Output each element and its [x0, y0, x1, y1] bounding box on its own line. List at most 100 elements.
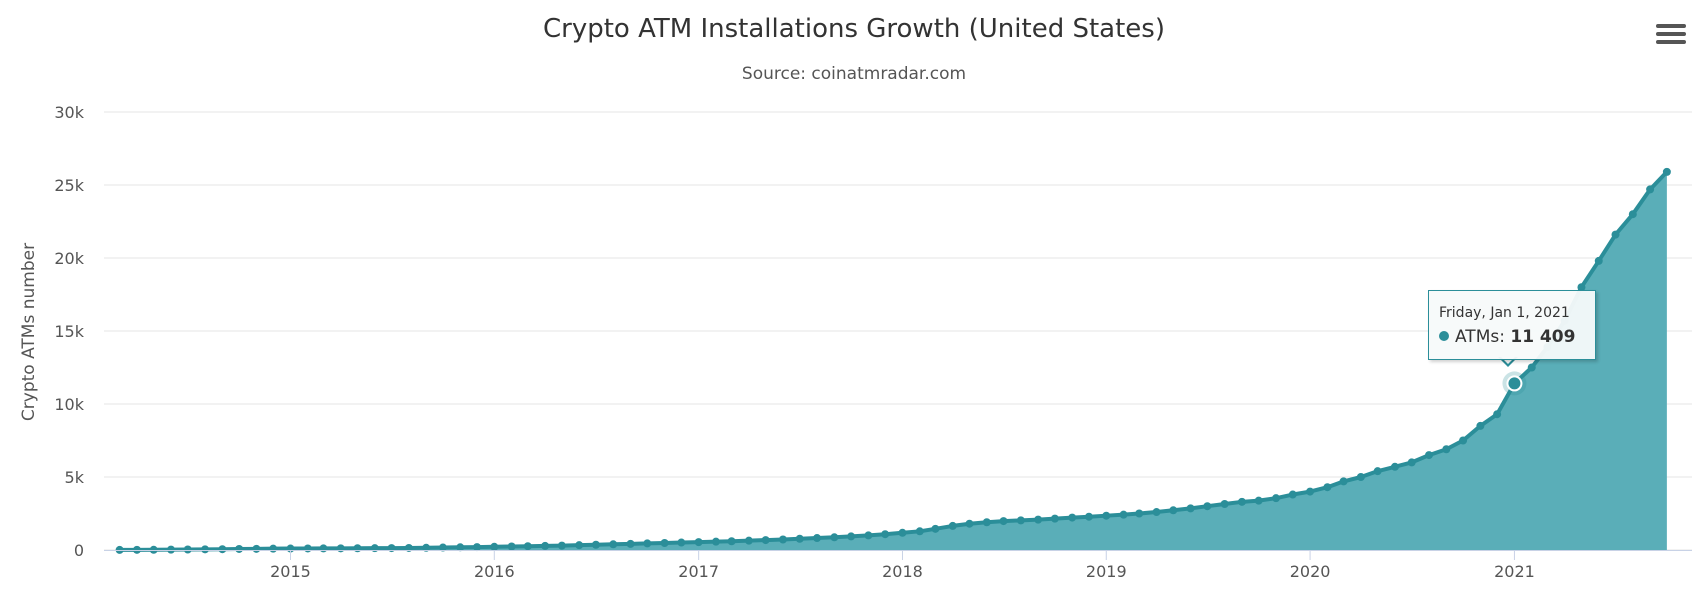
data-point[interactable] [1425, 451, 1434, 460]
data-point[interactable] [1016, 516, 1025, 525]
data-point[interactable] [456, 543, 465, 552]
data-point[interactable] [999, 517, 1008, 526]
data-point[interactable] [218, 545, 227, 554]
data-point[interactable] [201, 545, 210, 554]
data-point[interactable] [507, 542, 516, 551]
data-point[interactable] [115, 545, 124, 554]
x-tick-label: 2017 [678, 562, 719, 581]
data-point[interactable] [1646, 185, 1655, 194]
data-point[interactable] [557, 541, 566, 550]
data-point[interactable] [1594, 256, 1603, 265]
data-point[interactable] [353, 544, 362, 553]
data-point[interactable] [1442, 445, 1451, 454]
tooltip-series-dot [1439, 331, 1449, 341]
data-point[interactable] [898, 528, 907, 537]
data-point[interactable] [1034, 515, 1043, 524]
data-point[interactable] [404, 543, 413, 552]
data-point[interactable] [1407, 458, 1416, 467]
data-point[interactable] [609, 540, 618, 549]
data-point[interactable] [591, 540, 600, 549]
data-point[interactable] [523, 542, 532, 551]
data-point[interactable] [948, 521, 957, 530]
y-tick-label: 15k [54, 322, 84, 341]
data-point[interactable] [761, 536, 770, 545]
data-point[interactable] [626, 539, 635, 548]
data-point[interactable] [1611, 230, 1620, 239]
data-point[interactable] [1068, 513, 1077, 522]
data-point[interactable] [336, 544, 345, 553]
data-point[interactable] [438, 543, 447, 552]
data-point[interactable] [269, 544, 278, 553]
tooltip-value: 11 409 [1510, 327, 1576, 347]
area-layer [119, 170, 1669, 552]
data-point[interactable] [149, 545, 158, 554]
data-point[interactable] [881, 530, 890, 539]
data-point[interactable] [1102, 511, 1111, 520]
data-point[interactable] [982, 518, 991, 527]
data-point[interactable] [1272, 494, 1281, 503]
data-point[interactable] [319, 544, 328, 553]
data-point[interactable] [1237, 497, 1246, 506]
data-point[interactable] [1119, 510, 1128, 519]
data-point[interactable] [132, 545, 141, 554]
data-point[interactable] [1356, 473, 1365, 481]
tooltip-date: Friday, Jan 1, 2021 [1439, 305, 1570, 321]
data-point[interactable] [1476, 421, 1485, 430]
data-point[interactable] [813, 534, 822, 543]
y-tick-label: 30k [54, 103, 84, 122]
data-point[interactable] [472, 543, 481, 552]
data-point[interactable] [1493, 410, 1502, 419]
x-tick-label: 2019 [1086, 562, 1127, 581]
data-point[interactable] [1203, 502, 1212, 511]
data-point[interactable] [541, 541, 550, 550]
data-point[interactable] [795, 534, 804, 543]
data-point[interactable] [864, 531, 873, 540]
data-point[interactable] [727, 537, 736, 546]
highlighted-data-point[interactable] [1506, 375, 1523, 392]
data-point[interactable] [1220, 500, 1229, 509]
x-tick-label: 2015 [270, 562, 311, 581]
data-point[interactable] [677, 538, 686, 547]
data-point[interactable] [1662, 167, 1671, 176]
data-point[interactable] [847, 532, 856, 541]
data-point[interactable] [1527, 363, 1536, 372]
data-point[interactable] [643, 539, 652, 548]
data-point[interactable] [575, 541, 584, 550]
y-tick-label: 5k [65, 468, 85, 487]
data-point[interactable] [694, 538, 703, 547]
data-point[interactable] [1628, 210, 1637, 219]
data-point[interactable] [303, 544, 312, 553]
data-point[interactable] [1339, 477, 1348, 486]
data-point[interactable] [1288, 490, 1297, 499]
data-point[interactable] [1577, 283, 1586, 292]
data-point[interactable] [1459, 436, 1468, 445]
data-point[interactable] [1152, 508, 1161, 517]
data-point[interactable] [167, 545, 176, 554]
data-point[interactable] [778, 535, 787, 544]
data-point[interactable] [1254, 496, 1263, 505]
data-point[interactable] [1373, 467, 1382, 476]
data-point[interactable] [1050, 514, 1059, 523]
data-point[interactable] [235, 544, 244, 553]
data-point[interactable] [183, 545, 192, 554]
data-point[interactable] [1084, 512, 1093, 521]
data-point[interactable] [1323, 483, 1332, 492]
data-point[interactable] [830, 533, 839, 542]
data-point[interactable] [1390, 462, 1399, 471]
data-point[interactable] [1306, 487, 1315, 496]
data-point[interactable] [422, 543, 431, 552]
data-point[interactable] [1135, 509, 1144, 518]
hamburger-menu-icon[interactable] [1656, 24, 1686, 50]
data-point[interactable] [744, 536, 753, 545]
data-point[interactable] [915, 527, 924, 536]
data-point[interactable] [711, 537, 720, 546]
data-point[interactable] [252, 544, 261, 553]
data-point[interactable] [931, 524, 940, 533]
data-point[interactable] [660, 538, 669, 547]
tooltip: Friday, Jan 1, 2021 ATMs: 11 409 [1428, 290, 1596, 360]
data-point[interactable] [490, 542, 499, 551]
data-point[interactable] [1169, 506, 1178, 515]
data-point[interactable] [965, 519, 974, 528]
data-point[interactable] [1186, 504, 1195, 513]
